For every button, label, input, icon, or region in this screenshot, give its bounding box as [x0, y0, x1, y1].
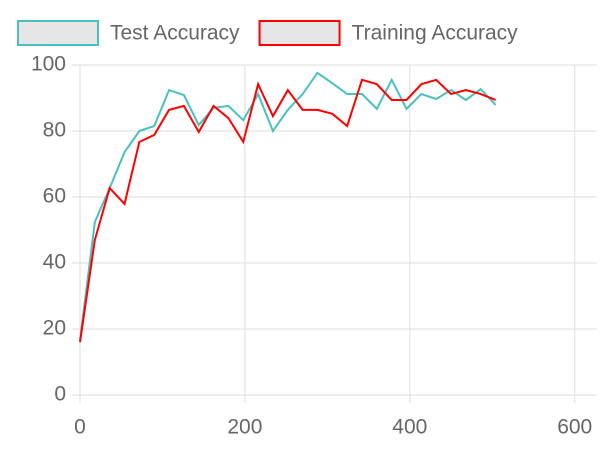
legend-swatch — [258, 20, 341, 46]
x-tick-label: 600 — [557, 416, 592, 439]
data-line — [79, 78, 496, 343]
legend-label: Test Accuracy — [110, 22, 240, 45]
legend-label: Training Accuracy — [352, 22, 519, 45]
data-line — [79, 71, 497, 341]
y-tick-label: 0 — [54, 383, 66, 406]
y-tick-label: 60 — [43, 185, 66, 208]
y-tick-label: 20 — [43, 317, 66, 340]
x-tick-label: 200 — [227, 416, 262, 439]
x-tick-label: 0 — [74, 416, 86, 439]
y-tick-label: 80 — [43, 119, 66, 142]
legend-swatch — [17, 20, 99, 46]
y-tick-label: 40 — [43, 251, 66, 274]
x-tick-label: 400 — [392, 416, 427, 439]
y-tick-label: 100 — [31, 53, 66, 76]
